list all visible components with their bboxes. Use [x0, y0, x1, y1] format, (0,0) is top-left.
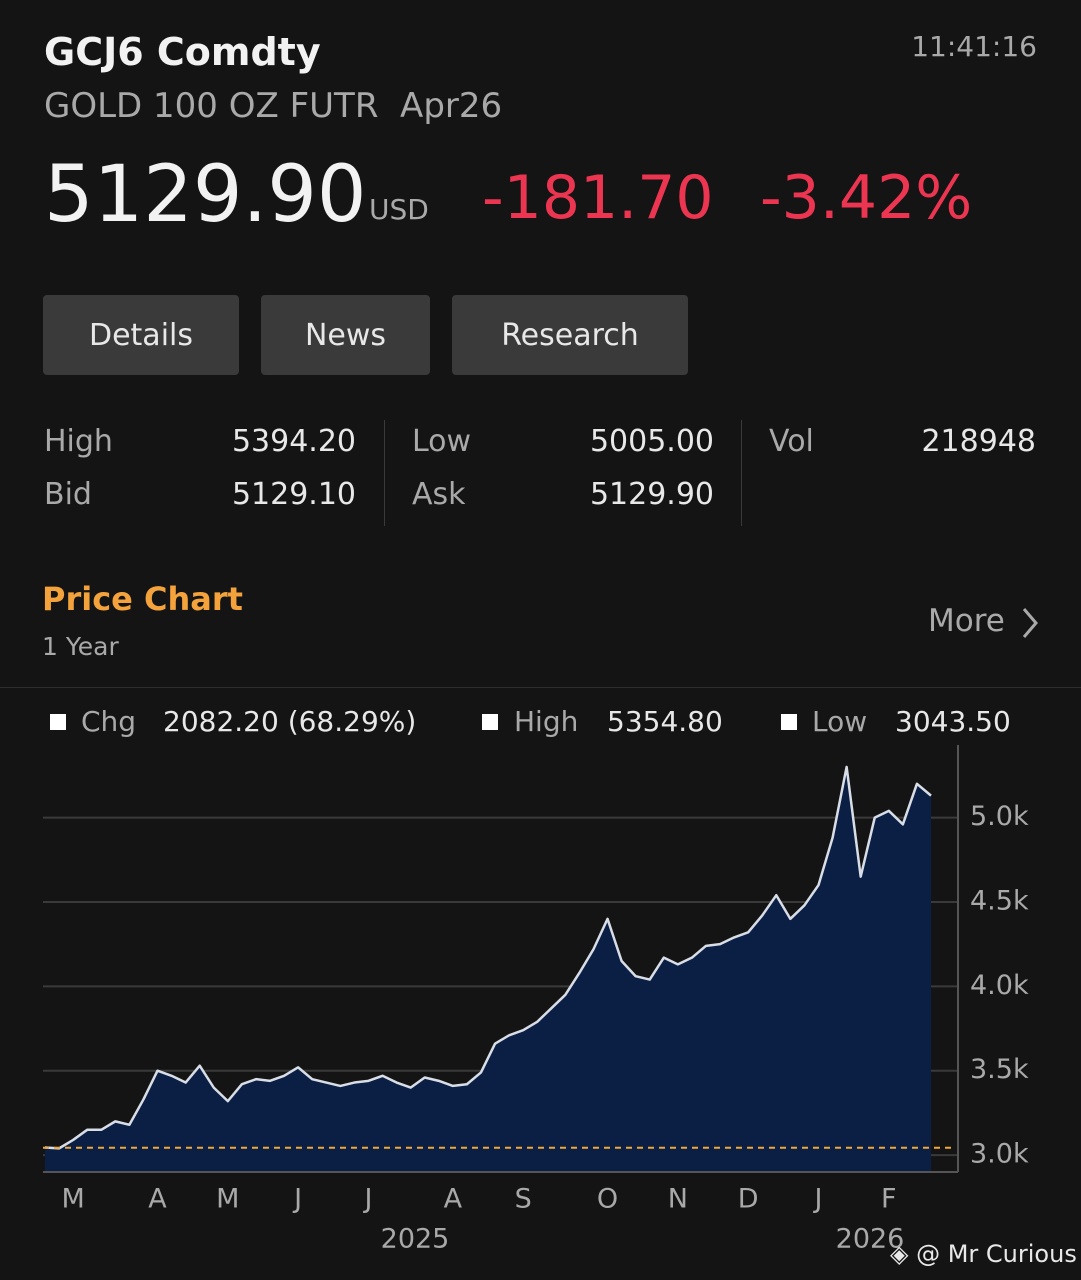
x-tick-label: A: [444, 1184, 463, 1215]
chevron-icon: [1022, 608, 1038, 638]
change-percent: -3.42%: [760, 163, 973, 233]
y-tick-label: 3.5k: [970, 1054, 1029, 1085]
stat-value: 5129.90: [589, 477, 714, 512]
stat-value: 5394.20: [231, 424, 356, 459]
summary-label: High: [514, 705, 579, 738]
stat-value: 5005.00: [589, 424, 714, 459]
tab-button[interactable]: Research: [452, 295, 688, 375]
x-tick-label: J: [292, 1184, 302, 1215]
description: GOLD 100 OZ FUTR Apr26: [44, 86, 503, 126]
legend-square: [50, 714, 66, 730]
summary-label: Low: [812, 705, 868, 738]
x-tick-label: J: [813, 1184, 823, 1215]
price-line: [44, 765, 932, 1150]
area: [45, 766, 931, 1172]
price: 5129.90: [44, 150, 367, 240]
y-tick-label: 4.5k: [970, 885, 1029, 916]
year-label: 2025: [381, 1224, 450, 1255]
divider: [741, 420, 742, 526]
year-label: 2026: [836, 1224, 905, 1255]
watermark: ◈ @ Mr Curious: [890, 1240, 1077, 1268]
stat-label: Low: [412, 424, 472, 459]
stat-label: Bid: [44, 477, 92, 512]
y-tick-label: 3.0k: [970, 1139, 1029, 1170]
ticker: GCJ6 Comdty: [44, 30, 321, 74]
watermark-text: @ Mr Curious: [916, 1240, 1077, 1268]
section-title: Price Chart: [42, 580, 243, 618]
legend-square: [482, 714, 498, 730]
summary-label: Chg: [81, 705, 137, 738]
divider: [384, 420, 385, 526]
x-tick-label: O: [597, 1184, 618, 1215]
time: 11:41:16: [911, 30, 1037, 63]
tab-button[interactable]: Details: [43, 295, 239, 375]
y-tick-label: 5.0k: [970, 801, 1029, 832]
legend-square: [781, 714, 797, 730]
price-chart: 2025 2026 3.0k 3.5k 4.0k 4.5k 5.0k M A M J J A S O N D…: [43, 745, 1029, 1255]
summary-value: 3043.50: [895, 705, 1011, 738]
stat-value: 218948: [921, 424, 1036, 459]
x-tick-label: F: [881, 1184, 897, 1215]
tab-button[interactable]: News: [261, 295, 430, 375]
summary-value: 5354.80: [607, 705, 723, 738]
x-tick-label: D: [738, 1184, 759, 1215]
x-tick-label: A: [148, 1184, 167, 1215]
x-tick-label: J: [362, 1184, 372, 1215]
y-tick-label: 4.0k: [970, 970, 1029, 1001]
stat-value: 5129.10: [231, 477, 356, 512]
summary-value: 2082.20 (68.29%): [163, 705, 417, 738]
x-tick-label: M: [216, 1184, 239, 1215]
currency: USD: [369, 193, 429, 226]
separator: [0, 687, 1081, 688]
x-tick-label: N: [668, 1184, 688, 1215]
stat-label: Ask: [412, 477, 466, 512]
x-tick-label: S: [515, 1184, 532, 1215]
section-period: 1 Year: [42, 632, 119, 661]
more-link[interactable]: More: [928, 603, 1005, 639]
change: -181.70: [482, 163, 714, 233]
stat-label: Vol: [769, 424, 814, 459]
stat-label: High: [44, 424, 113, 459]
x-tick-label: M: [61, 1184, 84, 1215]
